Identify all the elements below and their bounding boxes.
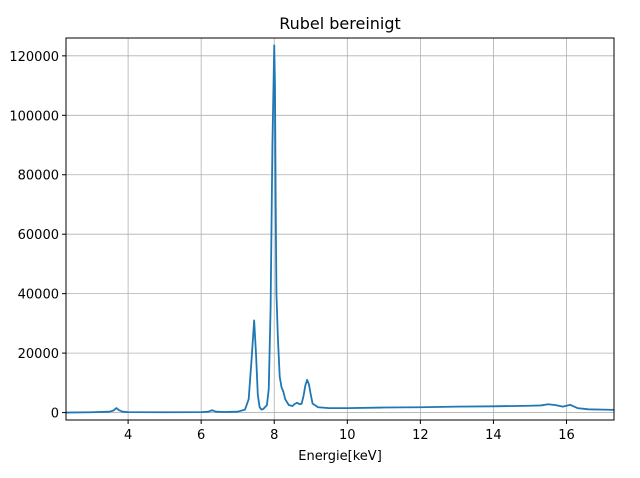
x-tick-label: 14 — [485, 428, 502, 443]
y-tick-label: 0 — [51, 407, 59, 422]
x-tick-label: 4 — [124, 428, 132, 443]
y-tick-label: 20000 — [18, 347, 59, 362]
y-tick-label: 80000 — [18, 169, 59, 184]
grid-lines — [66, 38, 614, 420]
y-axis-ticks: 0 20000 40000 60000 80000 100000 120000 — [9, 50, 66, 422]
x-axis-ticks: 4 6 8 10 12 14 16 — [124, 420, 575, 443]
axes-frame — [65, 37, 615, 421]
x-tick-label: 6 — [197, 428, 205, 443]
spectrum-line — [65, 44, 615, 414]
y-tick-label: 40000 — [18, 288, 59, 303]
plot-area — [65, 44, 615, 414]
x-tick-label: 8 — [270, 428, 278, 443]
x-tick-label: 12 — [412, 428, 429, 443]
x-tick-label: 16 — [558, 428, 575, 443]
x-axis-label: Energie[keV] — [298, 449, 382, 464]
y-tick-label: 60000 — [18, 228, 59, 243]
y-tick-label: 100000 — [9, 109, 59, 124]
y-tick-label: 120000 — [9, 50, 59, 65]
chart-title: Rubel bereinigt — [279, 14, 401, 33]
x-tick-label: 10 — [339, 428, 356, 443]
